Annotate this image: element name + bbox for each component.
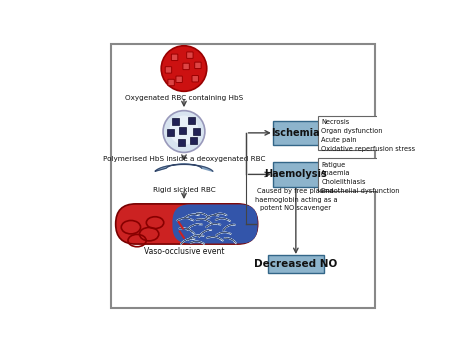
Text: Oxygenated RBC containing HbS: Oxygenated RBC containing HbS xyxy=(125,95,243,101)
FancyBboxPatch shape xyxy=(190,137,197,144)
Polygon shape xyxy=(188,235,204,240)
FancyBboxPatch shape xyxy=(178,139,185,146)
FancyBboxPatch shape xyxy=(318,158,381,191)
Text: Caused by free plasma
haemoglobin acting as a
potent NO scavenger: Caused by free plasma haemoglobin acting… xyxy=(255,188,337,211)
Polygon shape xyxy=(196,213,210,219)
Polygon shape xyxy=(199,230,212,238)
FancyBboxPatch shape xyxy=(188,117,195,124)
FancyBboxPatch shape xyxy=(167,129,174,136)
Text: Haemolysis: Haemolysis xyxy=(264,169,327,180)
FancyBboxPatch shape xyxy=(172,118,179,125)
FancyBboxPatch shape xyxy=(273,162,319,187)
Ellipse shape xyxy=(163,111,205,152)
Polygon shape xyxy=(213,213,227,215)
FancyBboxPatch shape xyxy=(179,127,186,134)
Polygon shape xyxy=(216,232,231,236)
FancyBboxPatch shape xyxy=(195,62,201,69)
Text: Ischemia: Ischemia xyxy=(272,128,320,138)
FancyBboxPatch shape xyxy=(183,63,189,70)
FancyBboxPatch shape xyxy=(111,44,375,308)
Polygon shape xyxy=(205,215,219,220)
Polygon shape xyxy=(190,241,205,244)
FancyBboxPatch shape xyxy=(273,120,319,145)
FancyBboxPatch shape xyxy=(168,79,174,86)
FancyBboxPatch shape xyxy=(318,116,381,150)
Polygon shape xyxy=(155,164,213,171)
FancyBboxPatch shape xyxy=(176,76,182,82)
Polygon shape xyxy=(184,214,200,218)
Polygon shape xyxy=(187,224,202,230)
FancyBboxPatch shape xyxy=(268,254,324,273)
Polygon shape xyxy=(206,223,221,228)
Polygon shape xyxy=(177,218,194,221)
Text: Vaso-occlusive event: Vaso-occlusive event xyxy=(144,247,224,256)
Text: Decreased NO: Decreased NO xyxy=(254,259,337,269)
Polygon shape xyxy=(181,239,195,244)
FancyBboxPatch shape xyxy=(193,128,200,135)
Text: Rigid sickled RBC: Rigid sickled RBC xyxy=(153,187,215,193)
FancyBboxPatch shape xyxy=(165,67,172,73)
FancyBboxPatch shape xyxy=(116,204,258,244)
FancyBboxPatch shape xyxy=(192,76,199,82)
Polygon shape xyxy=(196,219,212,224)
Text: Polymerised HbS inside a deoxygenated RBC: Polymerised HbS inside a deoxygenated RB… xyxy=(103,157,265,163)
Polygon shape xyxy=(224,238,237,244)
Polygon shape xyxy=(179,228,195,235)
Polygon shape xyxy=(215,218,230,222)
Ellipse shape xyxy=(169,116,199,145)
FancyBboxPatch shape xyxy=(187,52,193,58)
Text: Necrosis
Organ dysfunction
Acute pain
Oxidative reperfusion stress: Necrosis Organ dysfunction Acute pain Ox… xyxy=(321,119,416,152)
Polygon shape xyxy=(223,224,236,230)
Polygon shape xyxy=(207,237,223,241)
FancyBboxPatch shape xyxy=(172,54,178,61)
Text: Fatigue
Anaemia
Cholelithiasis
Endothelial dysfunction: Fatigue Anaemia Cholelithiasis Endotheli… xyxy=(321,162,400,194)
FancyBboxPatch shape xyxy=(173,204,258,244)
Ellipse shape xyxy=(161,46,207,91)
